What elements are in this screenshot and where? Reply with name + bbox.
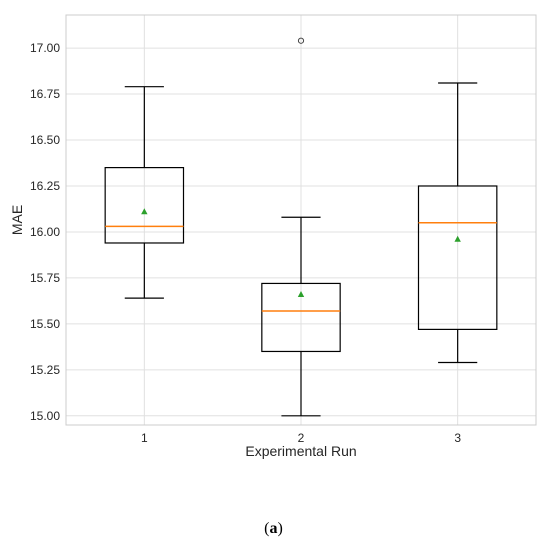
x-tick-label: 2 (298, 431, 305, 445)
y-axis-ticks: 15.00 15.25 15.50 15.75 16.00 16.25 16.50 16.75… (30, 41, 60, 423)
box-plot-chart: 15.00 15.25 15.50 15.75 16.00 16.25 16.50 16.75… (9, 14, 537, 459)
y-tick-label: 15.25 (30, 363, 60, 377)
box-iqr (104, 167, 185, 244)
x-tick-label: 1 (141, 431, 148, 445)
mean-marker (297, 290, 305, 297)
figure-caption: (a) (0, 519, 547, 539)
box-group (104, 86, 185, 299)
boxes (104, 37, 498, 417)
caption-close-paren: ) (277, 520, 283, 537)
mean-marker (454, 235, 461, 242)
box-group (417, 82, 498, 364)
caption-open-paren: ( (264, 520, 270, 537)
y-tick-label: 15.50 (30, 317, 60, 331)
box-group (261, 37, 341, 417)
y-tick-label: 15.75 (30, 271, 60, 285)
box-iqr (417, 185, 498, 330)
y-tick-label: 16.25 (30, 179, 60, 193)
x-axis-label: Experimental Run (245, 443, 356, 459)
outlier-point (297, 37, 305, 44)
y-axis-label: MAE (9, 205, 25, 235)
y-tick-label: 17.00 (30, 41, 60, 55)
x-tick-label: 3 (454, 431, 461, 445)
x-axis-ticks: 1 2 3 (141, 431, 461, 445)
plot-frame (65, 14, 537, 426)
y-tick-label: 15.00 (30, 409, 60, 423)
y-tick-label: 16.00 (30, 225, 60, 239)
y-tick-label: 16.75 (30, 87, 60, 101)
mean-marker (141, 208, 148, 215)
caption-label: a (269, 520, 278, 537)
box-iqr (261, 282, 341, 353)
y-tick-label: 16.50 (30, 133, 60, 147)
